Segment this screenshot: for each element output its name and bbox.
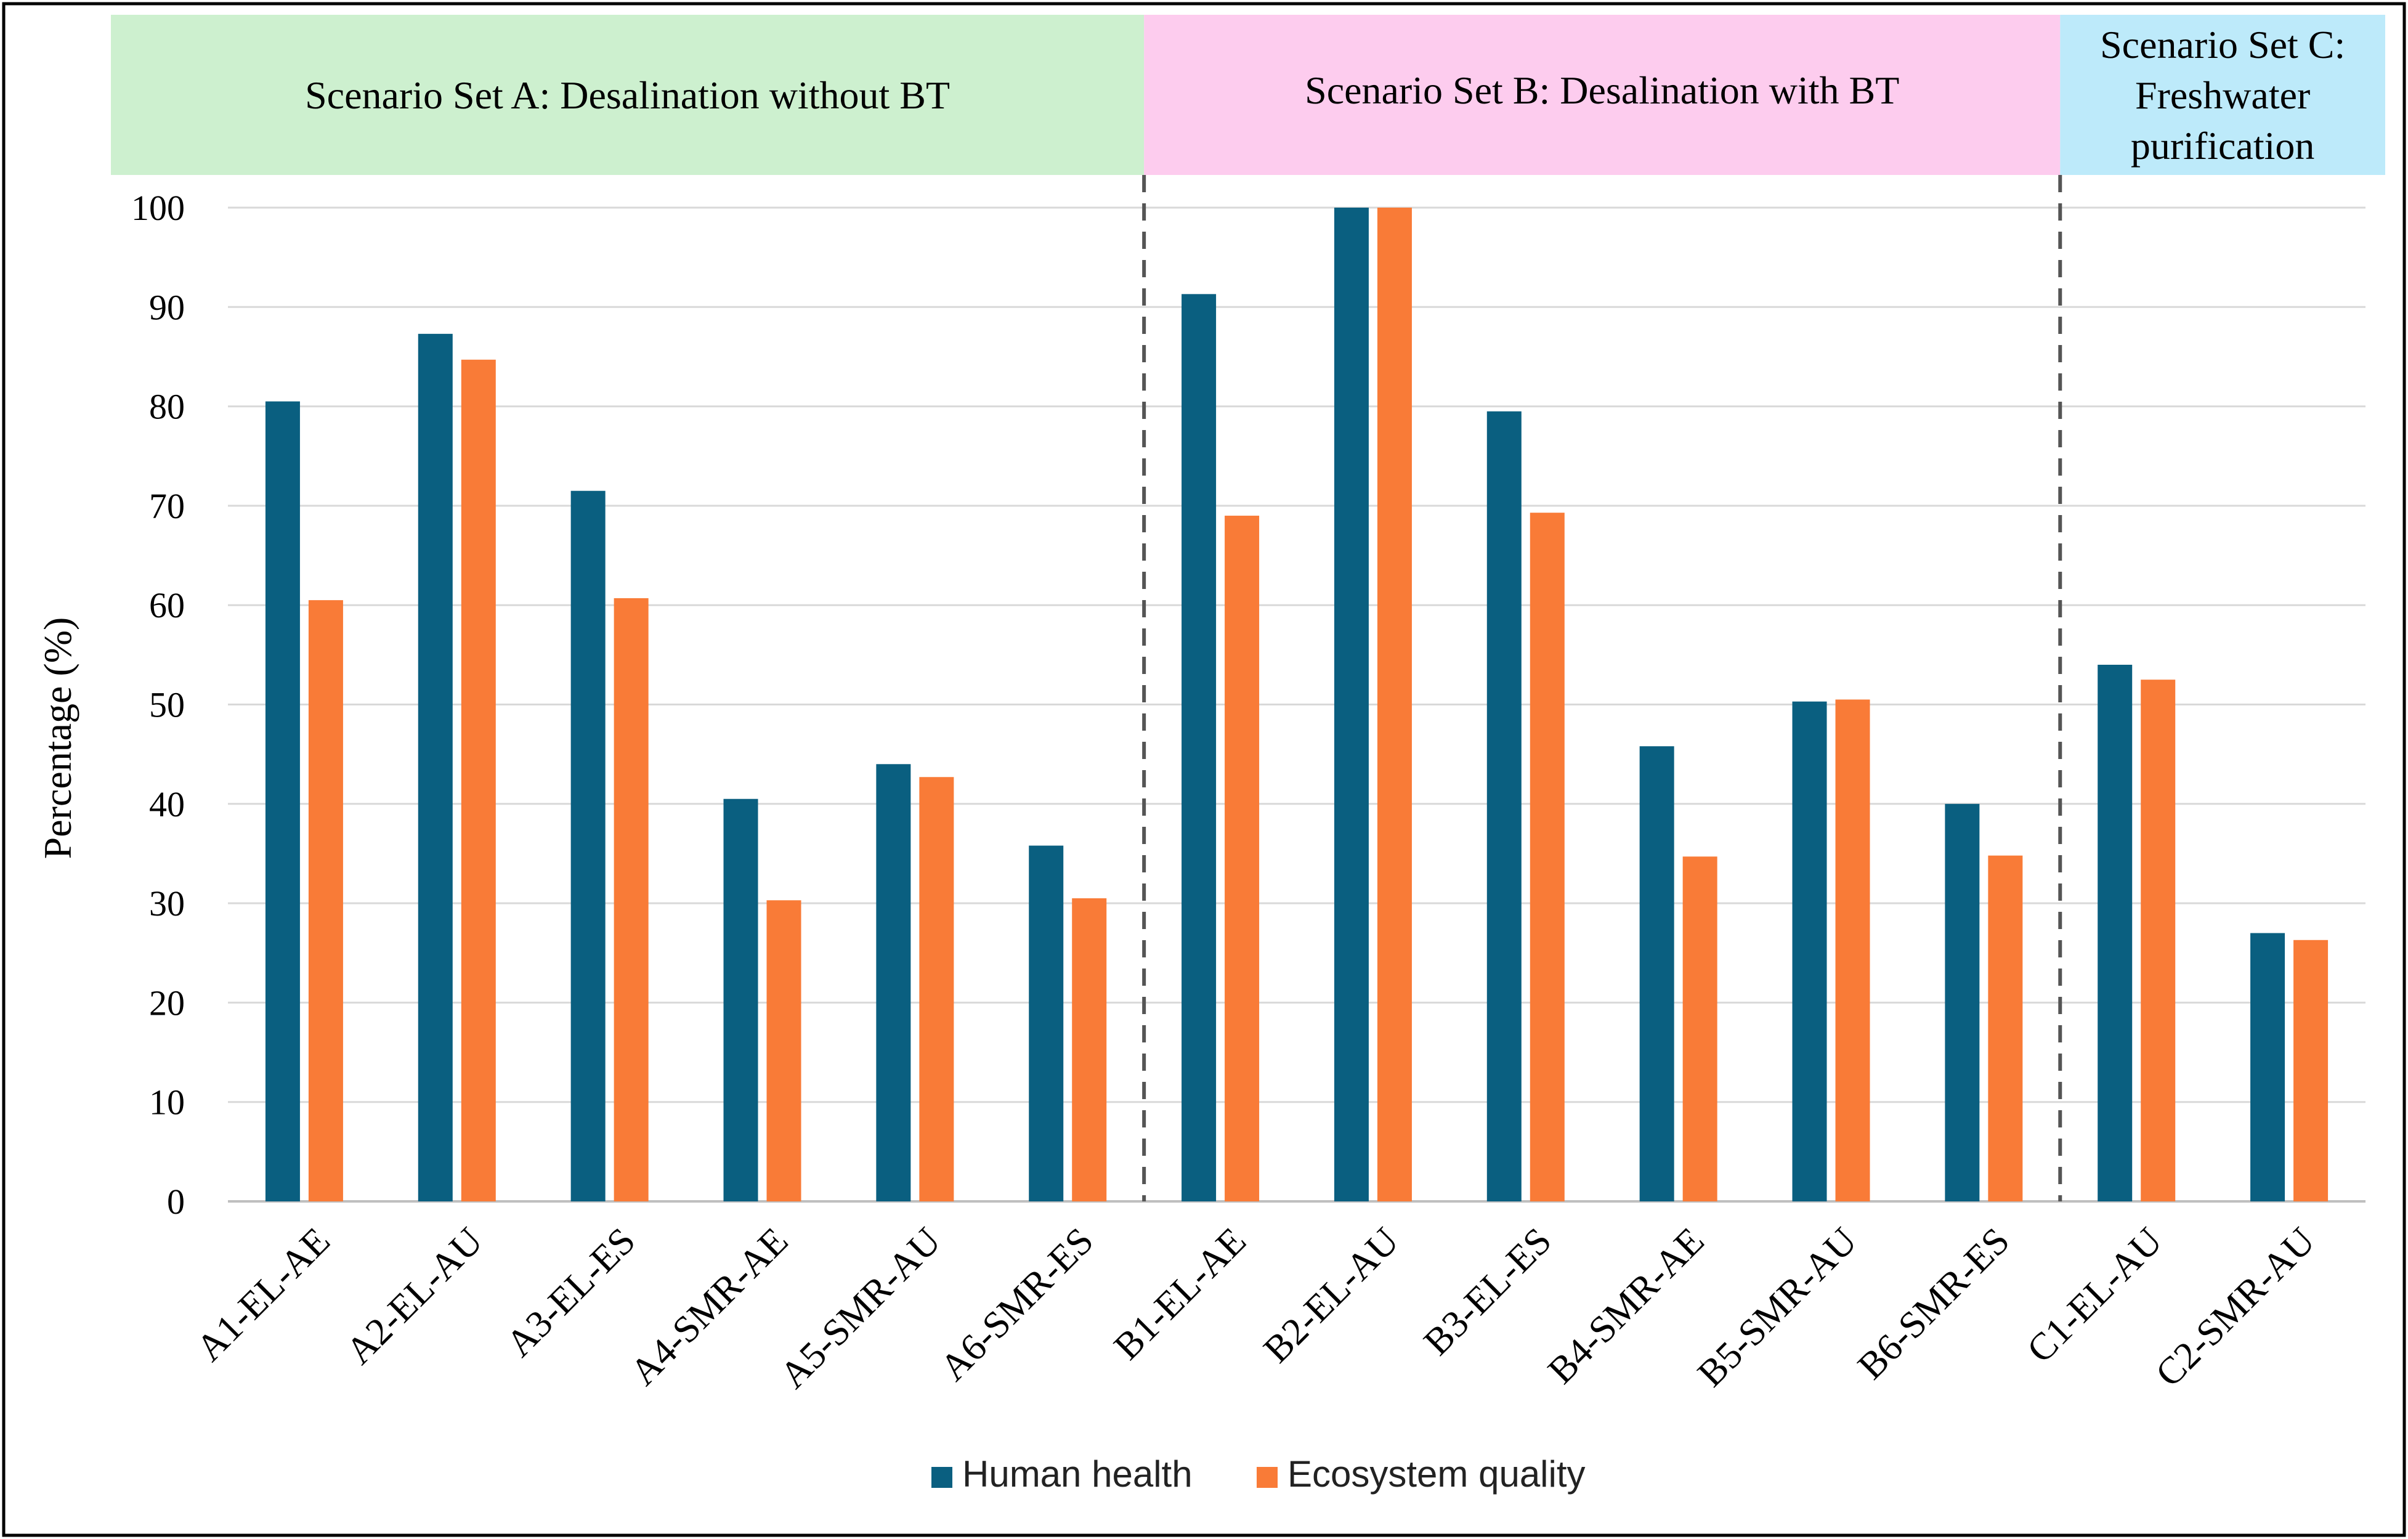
bar-ecosystem-quality [308,600,343,1201]
legend-label: Ecosystem quality [1287,1453,1586,1495]
bar-ecosystem-quality [1835,699,1870,1201]
bar-ecosystem-quality [461,359,496,1201]
y-tick-label: 80 [149,387,185,427]
bar-ecosystem-quality [2141,680,2176,1201]
scenario-bands: Scenario Set A: Desalination without BT S… [111,15,2385,175]
bar-human-health [418,333,453,1201]
bar-ecosystem-quality [614,598,649,1201]
scenario-band-title: Scenario Set A: Desalination without BT [305,73,950,117]
y-tick-label: 90 [149,287,185,327]
legend-label: Human health [962,1453,1193,1495]
bar-ecosystem-quality [1530,513,1565,1202]
bar-ecosystem-quality [2293,940,2329,1201]
bar-ecosystem-quality [1225,516,1260,1201]
scenario-band-title: purification [2131,124,2315,168]
y-tick-label: 60 [149,585,185,625]
y-tick-label: 0 [167,1182,185,1222]
bar-human-health [1792,701,1827,1201]
legend-swatch [931,1467,952,1488]
bar-human-health [1639,746,1674,1201]
y-tick-label: 30 [149,883,185,924]
scenario-band-title: Scenario Set B: Desalination with BT [1305,68,1899,112]
bar-ecosystem-quality [1988,855,2023,1201]
bar-ecosystem-quality [919,777,954,1201]
bar-human-health [1945,803,1980,1201]
y-tick-label: 70 [149,486,185,526]
bar-human-health [1486,411,1522,1201]
y-tick-label: 40 [149,784,185,824]
bar-human-health [265,401,300,1202]
bar-human-health [2250,933,2285,1201]
bar-human-health [876,764,911,1201]
scenario-band-2 [1144,15,2061,175]
y-tick-label: 50 [149,685,185,725]
y-axis-title: Percentage (%) [36,617,79,859]
bar-human-health [1029,845,1064,1201]
legend-swatch [1257,1467,1278,1488]
y-tick-label: 20 [149,983,185,1023]
bar-ecosystem-quality [1377,208,1412,1201]
bar-human-health [1334,208,1369,1201]
bar-human-health [723,798,758,1201]
bar-human-health [1182,294,1217,1201]
bar-ecosystem-quality [1072,898,1107,1201]
y-tick-label: 100 [131,188,185,228]
scenario-band-3 [2060,15,2385,175]
scenario-band-1 [111,15,1145,175]
legend: Human health Ecosystem quality [931,1453,1586,1495]
bars [265,208,2329,1202]
bar-human-health [2098,664,2133,1201]
scenario-band-title: Scenario Set C: [2100,23,2345,67]
scenario-separators [1142,175,2062,1201]
bar-ecosystem-quality [1682,856,1717,1201]
y-axis-ticks: 0 10 20 30 40 50 60 70 80 90 100 [131,188,185,1222]
bar-human-health [570,490,606,1201]
bar-ecosystem-quality [766,900,801,1201]
scenario-band-title: Freshwater [2135,73,2310,117]
y-tick-label: 10 [149,1082,185,1123]
